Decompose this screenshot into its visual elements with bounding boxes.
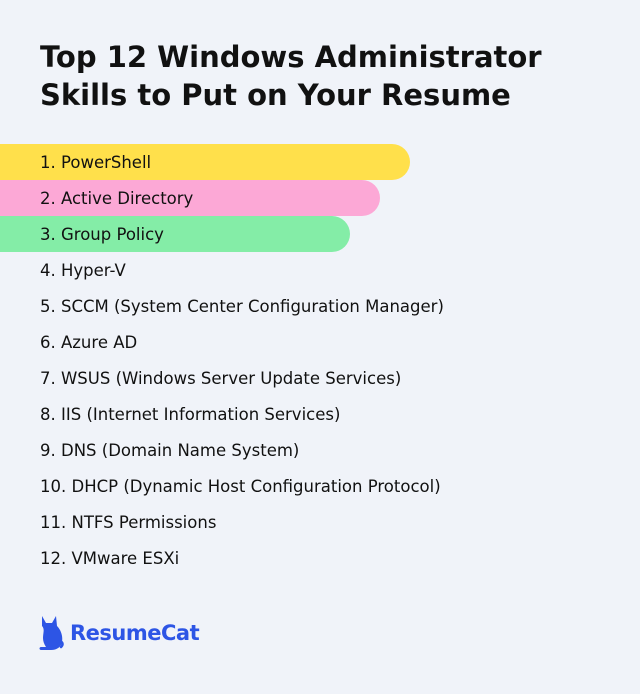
skill-item: 9. DNS (Domain Name System) (40, 440, 300, 460)
resumecat-logo: ResumeCat (38, 614, 200, 652)
skill-item: 3. Group Policy (0, 216, 350, 252)
cat-icon (38, 614, 64, 652)
skill-item: 10. DHCP (Dynamic Host Configuration Pro… (40, 476, 441, 496)
skill-item: 2. Active Directory (0, 180, 380, 216)
skill-item: 6. Azure AD (40, 332, 138, 352)
title-line-2: Skills to Put on Your Resume (40, 78, 511, 112)
skill-item: 4. Hyper-V (40, 260, 126, 280)
skill-item: 8. IIS (Internet Information Services) (40, 404, 341, 424)
skill-item: 7. WSUS (Windows Server Update Services) (40, 368, 402, 388)
page-title: Top 12 Windows Administrator Skills to P… (40, 38, 620, 114)
skill-item: 12. VMware ESXi (40, 548, 180, 568)
skill-item: 5. SCCM (System Center Configuration Man… (40, 296, 444, 316)
skill-item: 11. NTFS Permissions (40, 512, 217, 532)
logo-text: ResumeCat (70, 621, 200, 645)
skill-item: 1. PowerShell (0, 144, 410, 180)
title-line-1: Top 12 Windows Administrator (40, 40, 542, 74)
skills-list: 1. PowerShell 2. Active Directory 3. Gro… (0, 144, 640, 576)
